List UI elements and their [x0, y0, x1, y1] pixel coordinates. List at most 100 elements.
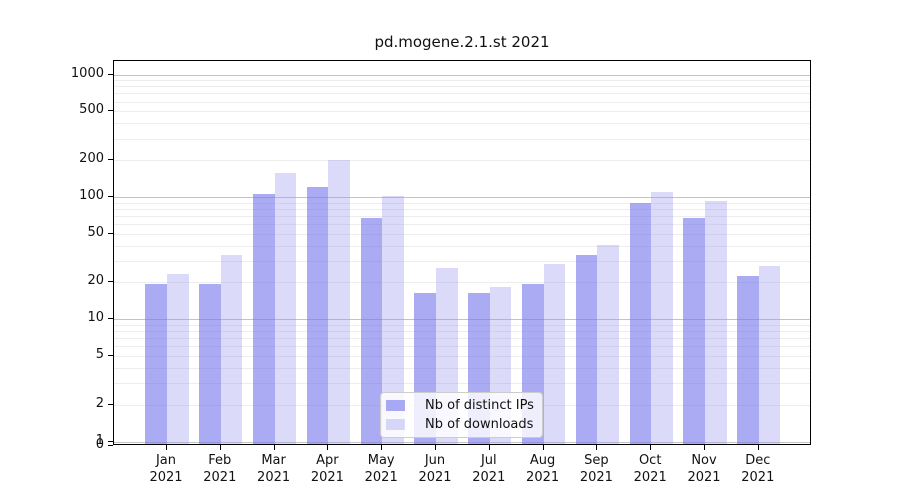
grid-line-minor	[114, 93, 810, 95]
legend-label-distinct-ips: Nb of distinct IPs	[425, 398, 534, 413]
x-tick-mark	[219, 445, 221, 450]
y-tick-mark	[108, 159, 113, 161]
bar-distinct-ips-oct-2021	[629, 202, 652, 444]
grid-line-minor	[114, 356, 810, 358]
grid-line-minor	[114, 282, 810, 284]
legend-swatch-downloads	[386, 419, 405, 430]
grid-line-minor	[114, 101, 810, 103]
bar-distinct-ips-apr-2021	[306, 187, 329, 444]
bar-downloads-jan-2021	[167, 274, 189, 444]
grid-line-minor	[114, 338, 810, 340]
plot-area	[113, 60, 811, 445]
grid-line-minor	[114, 80, 810, 82]
grid-line-minor	[114, 346, 810, 348]
y-tick-mark	[108, 110, 113, 112]
bar-downloads-oct-2021	[651, 191, 673, 444]
y-tick-mark	[108, 73, 113, 75]
bar-distinct-ips-mar-2021	[252, 194, 275, 444]
grid-line-major	[114, 319, 810, 321]
y-tick-mark	[108, 232, 113, 234]
bar-downloads-mar-2021	[274, 172, 297, 444]
grid-line-minor	[114, 138, 810, 140]
bar-distinct-ips-jan-2021	[145, 284, 167, 444]
grid-line-minor	[114, 86, 810, 88]
grid-line-minor	[114, 215, 810, 217]
y-tick-mark	[108, 195, 113, 197]
legend-label-downloads: Nb of downloads	[425, 417, 534, 432]
y-tick-mark	[108, 355, 113, 357]
grid-line-major	[114, 74, 810, 76]
y-tick-mark	[108, 440, 113, 442]
grid-line-minor	[114, 383, 810, 385]
y-tick-mark	[108, 281, 113, 283]
x-tick-mark	[488, 445, 490, 450]
grid-line-minor	[114, 123, 810, 125]
chart-title: pd.mogene.2.1.st 2021	[374, 33, 550, 51]
legend-entry-downloads: Nb of downloads	[386, 415, 542, 434]
grid-line-minor	[114, 111, 810, 113]
bar-downloads-apr-2021	[328, 160, 351, 444]
bar-downloads-feb-2021	[220, 254, 243, 444]
bar-distinct-ips-sep-2021	[575, 254, 598, 444]
legend-entry-distinct-ips: Nb of distinct IPs	[386, 396, 542, 415]
grid-line-minor	[114, 160, 810, 162]
y-tick-mark	[108, 445, 113, 446]
grid-line-minor	[114, 324, 810, 326]
grid-line-minor	[114, 331, 810, 333]
y-tick-label: 20	[87, 273, 104, 289]
x-tick-mark	[381, 445, 383, 450]
grid-line-minor	[114, 245, 810, 247]
y-tick-label: 2	[95, 395, 104, 411]
bar-downloads-sep-2021	[597, 244, 620, 444]
x-tick-mark	[273, 445, 275, 450]
x-tick-label: Apr 2021	[310, 453, 344, 485]
bar-distinct-ips-feb-2021	[199, 284, 221, 444]
y-tick-label: 10	[87, 310, 104, 326]
x-tick-mark	[757, 445, 759, 450]
x-tick-label: Jun 2021	[418, 453, 452, 485]
x-tick-label: May 2021	[364, 453, 398, 485]
grid-line-major	[114, 196, 810, 198]
x-tick-mark	[704, 445, 705, 450]
y-tick-label: 500	[79, 102, 104, 118]
legend-swatch-distinct-ips	[386, 400, 405, 411]
bar-distinct-ips-may-2021	[360, 218, 383, 444]
x-tick-label: Dec 2021	[741, 453, 775, 485]
x-tick-label: Mar 2021	[257, 453, 291, 485]
y-tick-label: 1000	[70, 65, 104, 81]
grid-line-minor	[114, 202, 810, 204]
grid-line-minor	[114, 368, 810, 369]
x-tick-mark	[166, 445, 167, 450]
y-tick-label: 5	[95, 347, 104, 363]
bar-downloads-dec-2021	[758, 265, 781, 444]
y-tick-label: 0	[95, 437, 104, 452]
grid-line-minor	[114, 208, 810, 210]
y-tick-mark	[108, 318, 113, 320]
bar-distinct-ips-dec-2021	[737, 276, 759, 444]
x-tick-label: Nov 2021	[687, 453, 721, 485]
x-tick-mark	[327, 445, 329, 450]
grid-line-minor	[114, 260, 810, 262]
y-tick-label: 1	[95, 432, 104, 448]
y-tick-mark	[108, 403, 113, 405]
y-tick-label: 200	[79, 151, 104, 167]
x-tick-mark	[435, 445, 436, 450]
x-tick-label: Jul 2021	[472, 453, 506, 485]
x-tick-mark	[542, 445, 544, 450]
x-tick-label: Sep 2021	[579, 453, 613, 485]
y-tick-label: 100	[79, 187, 104, 203]
grid-line-minor	[114, 233, 810, 235]
x-tick-label: Aug 2021	[526, 453, 560, 485]
x-tick-mark	[650, 445, 652, 450]
bar-downloads-aug-2021	[543, 263, 566, 444]
grid-line-major	[114, 441, 810, 443]
y-tick-label: 50	[87, 224, 104, 240]
bar-distinct-ips-nov-2021	[683, 218, 705, 444]
x-tick-label: Feb 2021	[203, 453, 237, 485]
x-tick-label: Jan 2021	[149, 453, 183, 485]
x-tick-label: Oct 2021	[633, 453, 667, 485]
grid-line-minor	[114, 224, 810, 226]
x-tick-mark	[596, 445, 598, 450]
bar-downloads-may-2021	[382, 195, 404, 444]
